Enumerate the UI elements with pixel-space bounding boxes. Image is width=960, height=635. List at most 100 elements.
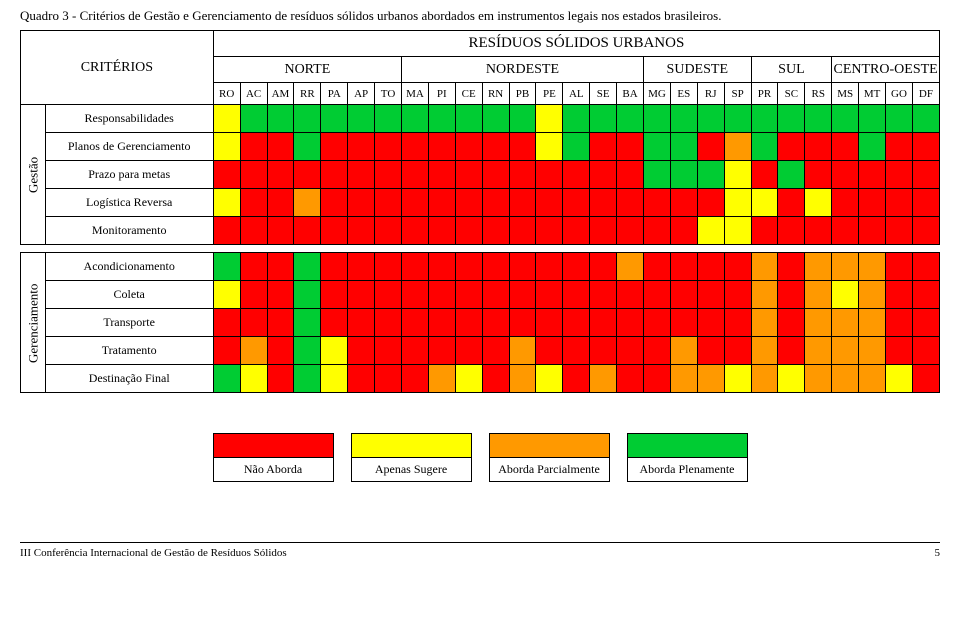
matrix-cell <box>267 133 294 161</box>
matrix-cell <box>213 189 240 217</box>
matrix-cell <box>455 309 482 337</box>
matrix-cell <box>509 105 536 133</box>
criteria-label: Planos de Gerenciamento <box>45 133 213 161</box>
matrix-cell <box>859 309 886 337</box>
matrix-cell <box>213 281 240 309</box>
matrix-cell <box>482 217 509 245</box>
matrix-cell <box>536 253 563 281</box>
matrix-cell <box>697 365 724 393</box>
state-header: AP <box>348 83 375 105</box>
matrix-cell <box>805 217 832 245</box>
matrix-cell <box>375 105 402 133</box>
matrix-cell <box>267 337 294 365</box>
matrix-cell <box>482 133 509 161</box>
matrix-cell <box>778 161 805 189</box>
matrix-cell <box>455 337 482 365</box>
state-header: PI <box>428 83 455 105</box>
matrix-cell <box>428 253 455 281</box>
criteria-row: GerenciamentoAcondicionamento <box>21 253 940 281</box>
criteria-label: Transporte <box>45 309 213 337</box>
matrix-cell <box>455 161 482 189</box>
matrix-cell <box>778 365 805 393</box>
criteria-row: Transporte <box>21 309 940 337</box>
matrix-cell <box>321 105 348 133</box>
matrix-cell <box>428 281 455 309</box>
matrix-cell <box>617 281 644 309</box>
matrix-cell <box>778 281 805 309</box>
matrix-cell <box>724 309 751 337</box>
matrix-cell <box>859 105 886 133</box>
matrix-cell <box>348 309 375 337</box>
matrix-cell <box>267 105 294 133</box>
matrix-cell <box>563 281 590 309</box>
matrix-cell <box>832 105 859 133</box>
matrix-cell <box>321 133 348 161</box>
matrix-cell <box>563 105 590 133</box>
matrix-cell <box>859 253 886 281</box>
state-header: DF <box>912 83 939 105</box>
legend-table: Não AbordaApenas SugereAborda Parcialmen… <box>213 433 748 482</box>
matrix-cell <box>724 133 751 161</box>
matrix-cell <box>832 217 859 245</box>
matrix-cell <box>294 189 321 217</box>
legend: Não AbordaApenas SugereAborda Parcialmen… <box>20 433 940 482</box>
matrix-cell <box>832 133 859 161</box>
matrix-cell <box>375 281 402 309</box>
matrix-cell <box>455 365 482 393</box>
matrix-cell <box>401 281 428 309</box>
criteria-row: Logística Reversa <box>21 189 940 217</box>
matrix-cell <box>805 281 832 309</box>
matrix-cell <box>617 133 644 161</box>
matrix-cell <box>321 253 348 281</box>
matrix-cell <box>778 309 805 337</box>
matrix-cell <box>240 281 267 309</box>
legend-label: Apenas Sugere <box>351 458 471 482</box>
matrix-cell <box>886 281 913 309</box>
matrix-cell <box>482 309 509 337</box>
matrix-cell <box>509 365 536 393</box>
matrix-cell <box>401 253 428 281</box>
matrix-cell <box>375 337 402 365</box>
matrix-cell <box>401 309 428 337</box>
matrix-cell <box>428 337 455 365</box>
matrix-cell <box>348 217 375 245</box>
matrix-cell <box>428 161 455 189</box>
matrix-cell <box>644 217 671 245</box>
matrix-cell <box>778 217 805 245</box>
matrix-cell <box>886 105 913 133</box>
matrix-cell <box>294 217 321 245</box>
matrix-cell <box>751 161 778 189</box>
state-header: RO <box>213 83 240 105</box>
matrix-cell <box>805 189 832 217</box>
matrix-cell <box>294 337 321 365</box>
criteria-label: Destinação Final <box>45 365 213 393</box>
matrix-cell <box>886 217 913 245</box>
state-header: ES <box>670 83 697 105</box>
matrix-cell <box>751 105 778 133</box>
matrix-cell <box>697 133 724 161</box>
matrix-cell <box>697 281 724 309</box>
matrix-cell <box>348 189 375 217</box>
region-header: SUL <box>751 57 832 83</box>
matrix-cell <box>240 189 267 217</box>
matrix-cell <box>213 133 240 161</box>
matrix-cell <box>805 133 832 161</box>
legend-label-row: Não AbordaApenas SugereAborda Parcialmen… <box>213 458 747 482</box>
matrix-cell <box>536 337 563 365</box>
matrix-cell <box>805 309 832 337</box>
matrix-cell <box>401 189 428 217</box>
state-header: AM <box>267 83 294 105</box>
matrix-cell <box>697 105 724 133</box>
matrix-cell <box>832 337 859 365</box>
criteria-label: Monitoramento <box>45 217 213 245</box>
matrix-cell <box>912 253 939 281</box>
matrix-cell <box>912 309 939 337</box>
state-header: RR <box>294 83 321 105</box>
state-header: SC <box>778 83 805 105</box>
region-header: SUDESTE <box>644 57 752 83</box>
matrix-cell <box>644 337 671 365</box>
matrix-cell <box>213 309 240 337</box>
matrix-cell <box>509 281 536 309</box>
criteria-row: Planos de Gerenciamento <box>21 133 940 161</box>
criteria-label: Logística Reversa <box>45 189 213 217</box>
